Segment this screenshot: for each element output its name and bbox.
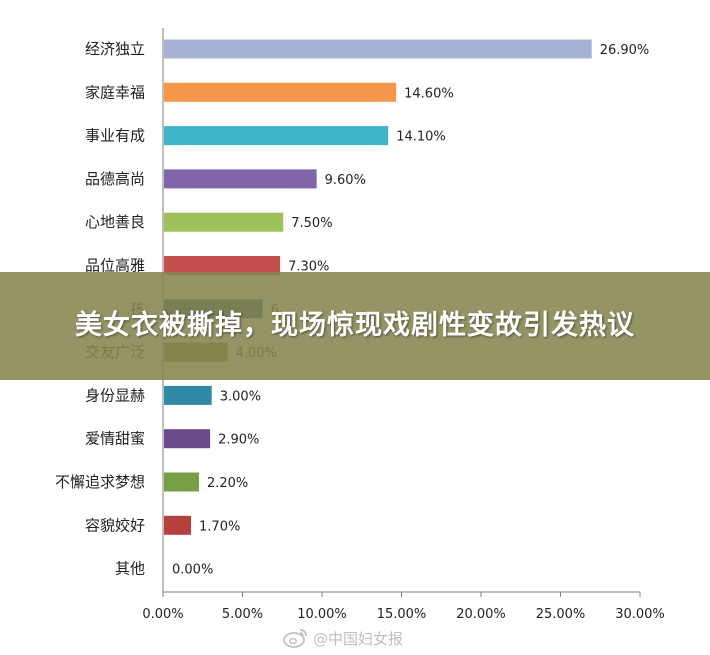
category-label-4: 心地善良 xyxy=(85,213,145,231)
weibo-icon xyxy=(283,629,307,648)
bar-4 xyxy=(164,212,284,232)
value-label-1: 14.60% xyxy=(404,86,454,101)
x-tick-label-3: 15.00% xyxy=(377,607,427,622)
x-tick-label-0: 0.00% xyxy=(142,607,183,622)
bar-11 xyxy=(164,515,192,535)
title-overlay-banner: 美女衣被撕掉，现场惊现戏剧性变故引发热议 xyxy=(0,272,710,380)
bar-8 xyxy=(164,385,212,405)
value-label-9: 2.90% xyxy=(218,433,259,448)
bar-5 xyxy=(164,256,281,275)
category-label-2: 事业有成 xyxy=(85,127,145,145)
bar-3 xyxy=(164,169,317,189)
category-label-0: 经济独立 xyxy=(85,40,145,58)
category-label-9: 爱情甜蜜 xyxy=(85,430,145,448)
x-tick-label-4: 20.00% xyxy=(456,607,506,622)
value-label-12: 0.00% xyxy=(172,563,213,578)
bar-10 xyxy=(164,472,199,492)
value-label-4: 7.50% xyxy=(291,216,332,231)
watermark-text: @中国妇女报 xyxy=(313,629,404,648)
bar-2 xyxy=(164,126,389,146)
value-label-0: 26.90% xyxy=(600,43,650,58)
value-label-10: 2.20% xyxy=(207,476,248,491)
x-tick-label-5: 25.00% xyxy=(536,607,586,622)
category-label-12: 其他 xyxy=(115,560,145,578)
category-label-3: 品德高尚 xyxy=(85,170,145,188)
value-label-5: 7.30% xyxy=(288,260,329,275)
value-label-11: 1.70% xyxy=(199,519,240,534)
value-label-8: 3.00% xyxy=(220,389,261,404)
bar-1 xyxy=(164,82,397,102)
category-label-1: 家庭幸福 xyxy=(85,83,145,101)
category-label-8: 身份显赫 xyxy=(85,386,145,404)
bar-9 xyxy=(164,429,211,449)
value-label-2: 14.10% xyxy=(396,130,446,145)
category-label-11: 容貌姣好 xyxy=(85,516,145,534)
x-tick-label-2: 10.00% xyxy=(297,607,347,622)
x-tick-label-1: 5.00% xyxy=(222,607,263,622)
category-label-10: 不懈追求梦想 xyxy=(55,473,145,491)
overlay-title: 美女衣被撕掉，现场惊现戏剧性变故引发热议 xyxy=(75,310,635,341)
bar-0 xyxy=(164,39,592,59)
value-label-3: 9.60% xyxy=(325,173,366,188)
category-label-5: 品位高雅 xyxy=(85,257,145,275)
x-tick-label-6: 30.00% xyxy=(615,607,665,622)
watermark: @中国妇女报 xyxy=(283,626,403,650)
